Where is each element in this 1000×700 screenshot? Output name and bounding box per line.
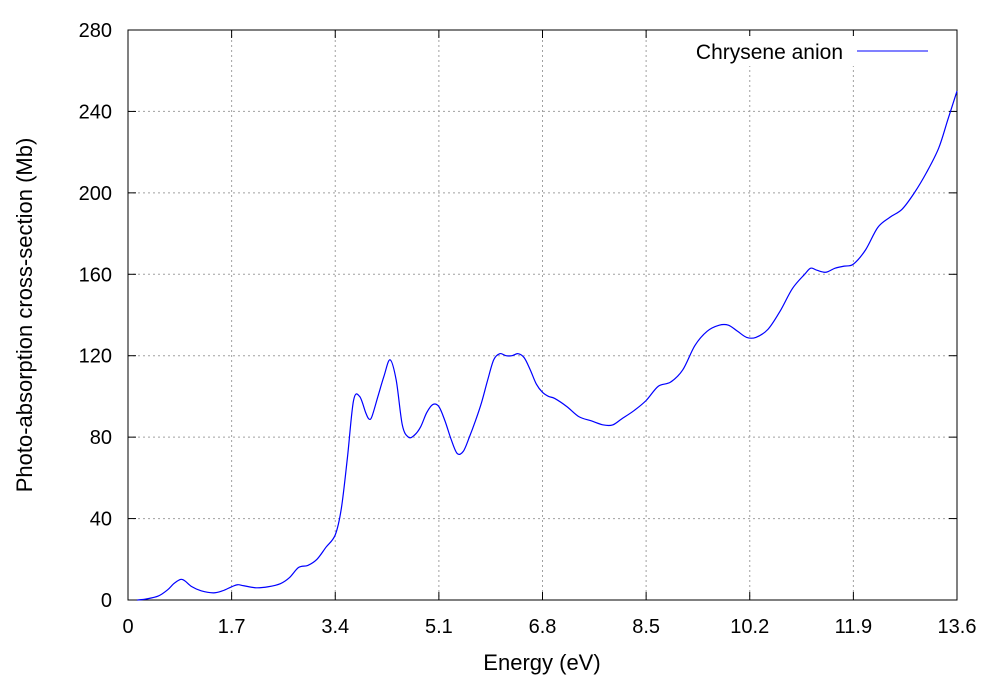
x-tick-label: 11.9 [835,616,872,638]
y-tick-label: 160 [79,264,112,286]
x-tick-label: 1.7 [218,616,246,638]
y-tick-label: 280 [79,20,112,42]
x-tick-label: 10.2 [730,616,769,638]
y-tick-label: 240 [79,101,112,123]
series-line-chrysene-anion [137,90,958,601]
y-tick-label: 120 [79,346,112,368]
x-tick-label: 13.6 [938,616,977,638]
legend: Chrysene anion [660,36,952,66]
legend-label: Chrysene anion [696,41,843,64]
y-tick-label: 40 [90,509,112,531]
x-tick-label: 3.4 [321,616,349,638]
axis-ticks [127,29,958,601]
series-layer [137,90,958,601]
y-tick-label: 200 [79,183,112,205]
y-tick-label: 0 [101,590,112,612]
y-tick-label: 80 [90,427,112,449]
x-tick-label: 6.8 [529,616,557,638]
y-axis-label: Photo-absorption cross-section (Mb) [12,138,37,493]
x-tick-label: 8.5 [632,616,660,638]
x-tick-label: 5.1 [425,616,453,638]
x-tick-label: 0 [122,616,133,638]
axis-tick-labels: 0 1.7 3.4 5.1 6.8 8.5 10.2 11.9 13.6 0 40 80 120 160 2… [79,20,977,638]
x-axis-label: Energy (eV) [483,650,600,675]
grid-lines [128,30,957,600]
